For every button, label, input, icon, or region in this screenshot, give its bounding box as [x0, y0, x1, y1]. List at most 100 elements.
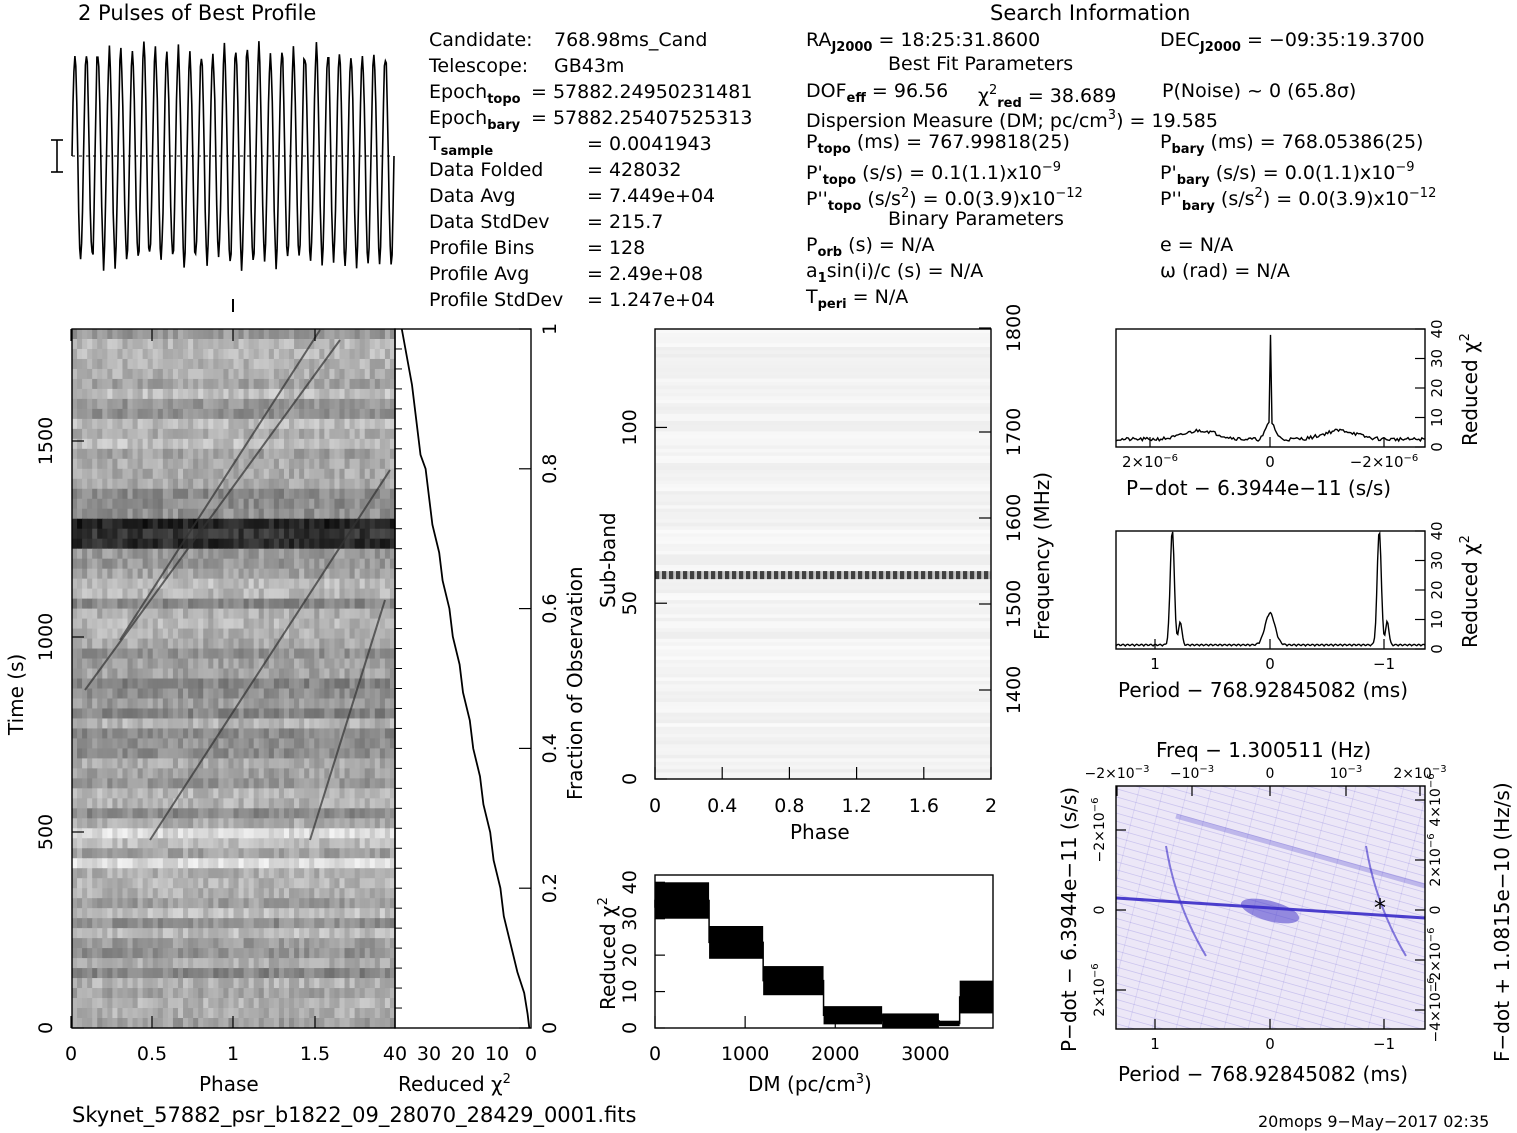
heat-cell — [253, 408, 260, 420]
heat-cell — [228, 468, 234, 480]
heat-cell — [233, 438, 240, 450]
heat-cell — [359, 338, 366, 350]
heat-cell — [334, 329, 340, 340]
heat-cell — [77, 388, 83, 400]
heat-cell — [384, 438, 391, 450]
heat-cell — [77, 468, 83, 480]
heat-cell — [294, 438, 300, 450]
heat-cell — [349, 348, 356, 360]
heat-cell — [253, 329, 260, 340]
heat-cell — [137, 348, 144, 360]
heat-cell — [324, 329, 330, 340]
heat-cell — [122, 448, 129, 460]
heat-cell — [213, 388, 219, 400]
heat-cell — [183, 398, 189, 410]
heat-cell — [157, 398, 164, 410]
heat-cell — [127, 458, 134, 470]
x-tick-label: 0 — [1265, 655, 1275, 673]
tperi-line: Tperi = N/A — [806, 286, 909, 312]
heat-cell — [203, 358, 209, 370]
heat-cell — [379, 468, 386, 480]
heat-cell — [354, 368, 361, 380]
heat-cell — [82, 478, 88, 490]
heat-cell — [157, 329, 164, 340]
heat-cell — [228, 428, 234, 440]
heat-cell — [349, 408, 356, 420]
info-label: Profile Avg — [429, 263, 530, 285]
best-fit-heading: Best Fit Parameters — [888, 53, 1074, 75]
heat-cell — [354, 438, 361, 450]
heat-cell — [193, 368, 199, 380]
heat-cell — [238, 338, 245, 350]
heat-cell — [152, 338, 159, 350]
pdot-curve — [1115, 334, 1426, 443]
x-tick-label: 0 — [1265, 453, 1275, 471]
heat-cell — [203, 428, 209, 440]
heat-cell — [177, 448, 184, 460]
heat-cell — [283, 438, 290, 450]
heat-cell — [198, 358, 204, 370]
heat-cell — [72, 458, 78, 470]
heat-cell — [152, 428, 159, 440]
heat-cell — [137, 408, 144, 420]
heat-cell — [127, 348, 134, 360]
heat-cell — [243, 398, 250, 410]
heat-cell — [137, 388, 144, 400]
heat-cell — [92, 329, 98, 340]
heat-cell — [248, 378, 255, 390]
heat-cell — [72, 368, 78, 380]
heat-cell — [107, 408, 113, 420]
heat-cell — [102, 388, 108, 400]
heat-cell — [183, 329, 189, 340]
heat-cell — [354, 378, 361, 390]
heat-cell — [283, 388, 290, 400]
heat-cell — [112, 368, 118, 380]
heat-cell — [329, 378, 335, 390]
heat-cell — [188, 378, 194, 390]
heat-cell — [193, 468, 199, 480]
heat-cell — [238, 358, 245, 370]
heat-cell — [334, 458, 340, 470]
heat-cell — [299, 338, 305, 350]
heat-cell — [77, 368, 83, 380]
heat-cell — [314, 338, 320, 350]
heat-cell — [253, 388, 260, 400]
heat-cell — [183, 438, 189, 450]
heat-cell — [268, 368, 275, 380]
heat-cell — [122, 348, 129, 360]
heat-cell — [208, 418, 214, 430]
heat-cell — [329, 388, 335, 400]
heat-cell — [77, 398, 83, 410]
heat-cell — [289, 418, 295, 430]
heat-cell — [72, 468, 78, 480]
heat-cell — [289, 388, 295, 400]
heat-cell — [294, 348, 300, 360]
heat-cell — [384, 408, 391, 420]
heat-cell — [374, 378, 381, 390]
heat-cell — [319, 458, 325, 470]
heat-cell — [359, 348, 366, 360]
heat-cell — [172, 468, 179, 480]
heat-cell — [82, 388, 88, 400]
info-label: Data Folded — [429, 159, 544, 181]
heat-cell — [273, 378, 280, 390]
heat-cell — [147, 438, 154, 450]
heat-cell — [384, 348, 391, 360]
heat-cell — [329, 458, 335, 470]
heat-cell — [304, 368, 310, 380]
heat-cell — [233, 418, 240, 430]
heat-cell — [152, 348, 159, 360]
heat-cell — [193, 398, 199, 410]
heat-cell — [364, 408, 371, 420]
heat-cell — [349, 468, 356, 480]
heat-cell — [294, 338, 300, 350]
heat-cell — [339, 428, 346, 440]
heat-cell — [283, 418, 290, 430]
heat-cell — [142, 378, 149, 390]
heat-cell — [177, 358, 184, 370]
heat-cell — [314, 388, 320, 400]
heat-cell — [107, 388, 113, 400]
heat-cell — [177, 408, 184, 420]
heat-cell — [359, 378, 366, 390]
